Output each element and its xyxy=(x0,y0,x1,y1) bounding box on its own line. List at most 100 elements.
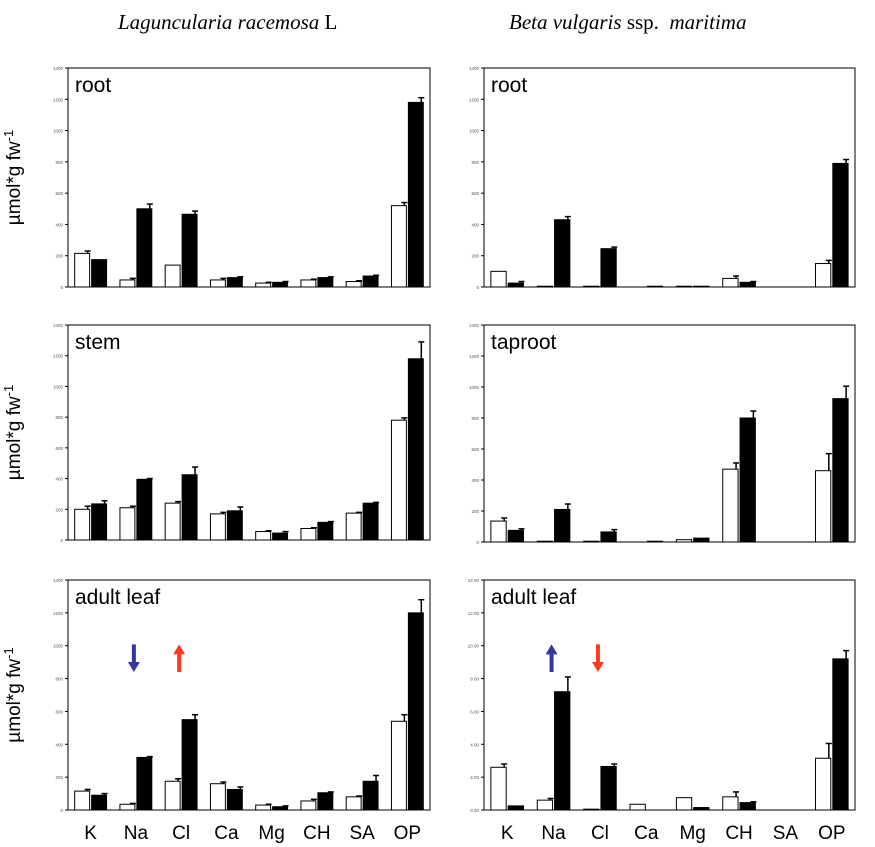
x-tick-label: SA xyxy=(773,823,799,844)
x-tick-label: Ca xyxy=(634,823,659,844)
salt-bar-ca xyxy=(226,788,243,811)
y-tick-label: 800 xyxy=(55,677,63,682)
y-tick-label: 400 xyxy=(55,742,63,747)
salt-bar-k xyxy=(507,529,524,543)
salt-bar-op xyxy=(407,358,424,541)
plot-frame xyxy=(483,324,856,543)
plot-frame xyxy=(67,579,431,811)
control-bar-ca xyxy=(629,803,646,811)
control-bar-mg xyxy=(675,539,693,543)
control-bar-mg xyxy=(255,282,272,288)
panel-label: adult leaf xyxy=(491,586,576,609)
control-bar-op xyxy=(390,419,407,541)
salt-bar-k xyxy=(91,794,108,811)
control-bar-mg xyxy=(675,797,693,811)
subspecies-marker: ssp. xyxy=(621,10,670,34)
control-bar-cl xyxy=(583,808,600,811)
salt-bar-op xyxy=(407,101,424,288)
y-tick-label: 600 xyxy=(55,446,63,451)
y-tick-label: 0 xyxy=(60,538,63,543)
chart-panel-3: 0 200 400 600 800 1000 1200 1400 taproot xyxy=(469,323,856,545)
salt-bar-na xyxy=(554,219,571,288)
x-tick-label: Ca xyxy=(214,823,239,844)
y-tick-label: 1200 xyxy=(469,97,480,102)
control-bar-op xyxy=(815,263,832,288)
y-tick-label: 0 xyxy=(60,808,63,813)
arrow-head xyxy=(127,662,140,672)
salt-bar-ch xyxy=(739,417,756,543)
salt-bar-ca xyxy=(646,540,664,543)
control-bar-ch xyxy=(722,277,739,288)
x-tick-label: Na xyxy=(124,823,149,844)
x-tick-label: Mg xyxy=(258,823,284,844)
y-tick-label: 14.00 xyxy=(468,578,480,583)
salt-bar-cl xyxy=(181,213,198,288)
column-title-laguncularia: Laguncularia racemosa L xyxy=(118,10,337,35)
plot-frame xyxy=(67,67,431,288)
subspecies-name: maritima xyxy=(669,10,747,34)
x-tick-label: Mg xyxy=(679,823,705,844)
control-bar-mg xyxy=(255,804,272,811)
y-axis-label: µmol*g fw-1 xyxy=(1,130,26,225)
x-tick-label: CH xyxy=(725,823,752,844)
y-tick-label: 1400 xyxy=(53,66,64,71)
salt-bar-k xyxy=(507,805,524,811)
salt-bar-k xyxy=(91,503,108,541)
y-tick-label: 200 xyxy=(55,775,63,780)
salt-bar-mg xyxy=(272,281,289,288)
control-bar-ch xyxy=(722,468,739,543)
control-bar-ch xyxy=(300,800,317,811)
salt-bar-ca xyxy=(226,277,243,288)
control-bar-ch xyxy=(300,527,317,541)
control-bar-cl xyxy=(164,780,181,811)
y-tick-label: 1200 xyxy=(53,354,64,359)
plot-frame xyxy=(483,67,856,288)
control-bar-cl xyxy=(583,540,600,543)
y-tick-label: 4.00 xyxy=(470,742,479,747)
panel-label: adult leaf xyxy=(75,586,160,609)
y-tick-label: 1400 xyxy=(469,66,480,71)
salt-bar-sa xyxy=(362,275,379,288)
control-bar-sa xyxy=(345,281,362,288)
x-tick-label: Cl xyxy=(591,823,609,844)
x-tick-label: OP xyxy=(394,823,421,844)
control-bar-sa xyxy=(345,796,362,811)
y-tick-label: 1400 xyxy=(53,323,64,328)
y-tick-label: 1000 xyxy=(53,644,64,649)
y-tick-label: 400 xyxy=(55,222,63,227)
control-bar-k xyxy=(74,252,91,288)
y-tick-label: 0 xyxy=(476,285,479,290)
salt-bar-ch xyxy=(317,277,334,288)
chart-panel-0: 0 200 400 600 800 1000 1200 1400 root µmol*g fw-1 xyxy=(1,66,431,290)
salt-bar-mg xyxy=(693,285,710,288)
y-tick-label: 2.00 xyxy=(470,775,479,780)
y-tick-label: 1200 xyxy=(53,611,64,616)
chart-panel-1: 0 200 400 600 800 1000 1200 1400 root xyxy=(469,66,856,290)
salt-bar-op xyxy=(832,658,849,811)
arrow-shaft xyxy=(549,653,554,672)
salt-bar-na xyxy=(554,691,571,811)
y-tick-label: 600 xyxy=(471,191,479,196)
control-bar-na xyxy=(536,799,554,811)
control-bar-ch xyxy=(722,796,739,811)
x-tick-label: CH xyxy=(303,823,330,844)
arrow-down-icon xyxy=(127,644,140,672)
y-tick-label: 800 xyxy=(471,416,479,421)
salt-bar-cl xyxy=(600,531,617,543)
salt-bar-ch xyxy=(317,521,334,541)
x-tick-label: OP xyxy=(818,823,845,844)
y-axis-label: µmol*g fw-1 xyxy=(1,647,26,742)
x-tick-label: Na xyxy=(541,823,566,844)
species-name: Beta vulgaris xyxy=(509,10,622,34)
y-tick-label: 8.00 xyxy=(470,677,479,682)
species-name: Laguncularia racemosa xyxy=(118,10,320,34)
y-tick-label: 600 xyxy=(55,191,63,196)
salt-bar-cl xyxy=(600,765,617,811)
control-bar-op xyxy=(390,205,407,288)
control-bar-na xyxy=(119,507,136,541)
control-bar-na xyxy=(119,279,136,288)
salt-bar-k xyxy=(91,259,108,288)
y-tick-label: 400 xyxy=(55,477,63,482)
salt-bar-na xyxy=(554,508,571,543)
y-tick-label: 800 xyxy=(55,160,63,165)
